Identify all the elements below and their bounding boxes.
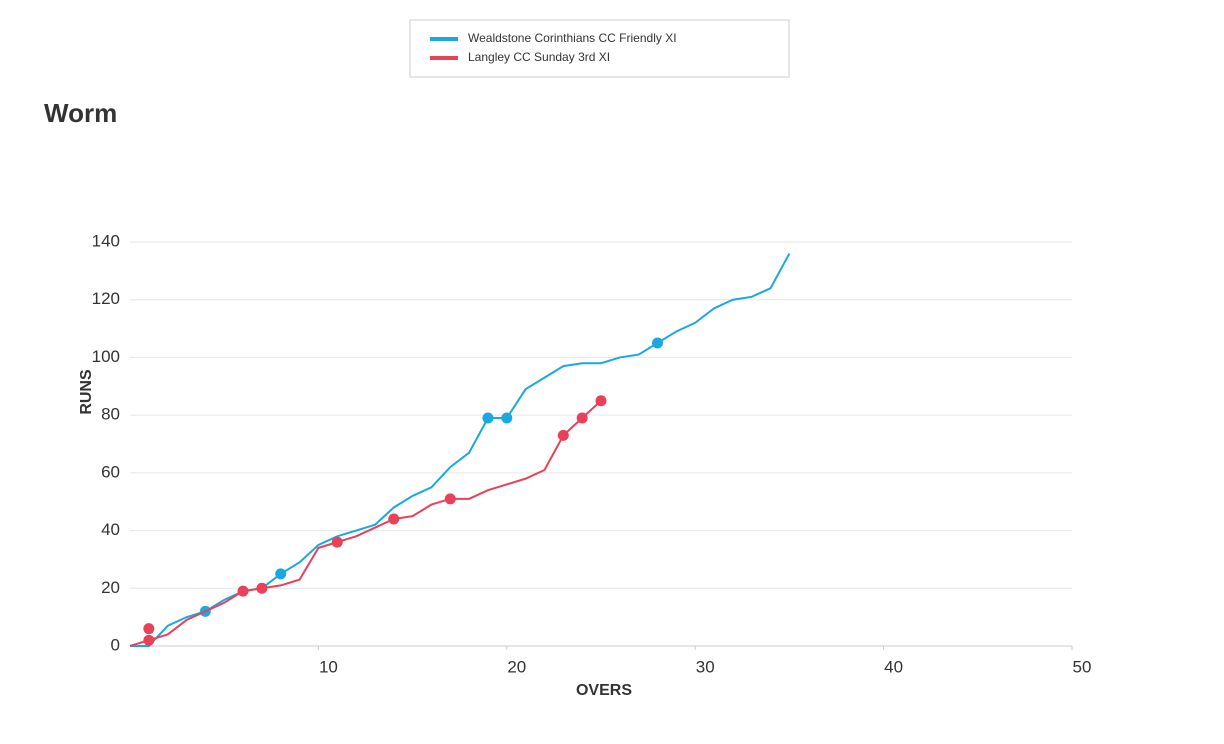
x-tick-label: 40 — [884, 657, 903, 676]
y-tick-label: 60 — [101, 462, 120, 481]
y-tick-label: 80 — [101, 405, 120, 424]
wicket-point — [482, 412, 494, 424]
y-tick-label: 20 — [101, 578, 120, 597]
wicket-point — [557, 429, 569, 441]
x-tick-label: 50 — [1073, 657, 1092, 676]
y-tick-label: 100 — [92, 347, 120, 366]
x-tick-label: 20 — [507, 657, 526, 676]
x-tick-label: 10 — [319, 657, 338, 676]
wicket-point — [388, 513, 400, 525]
wicket-point — [143, 634, 155, 646]
legend-label: Langley CC Sunday 3rd XI — [468, 50, 610, 64]
worm-line — [129, 399, 602, 647]
legend-box — [409, 19, 790, 78]
wicket-point — [143, 623, 155, 635]
wicket-point — [237, 585, 249, 597]
wicket-point — [331, 536, 343, 548]
x-tick-label: 30 — [696, 657, 715, 676]
wicket-point — [256, 582, 268, 594]
y-tick-label: 40 — [101, 520, 120, 539]
wicket-point — [576, 412, 588, 424]
y-axis-label: RUNS — [78, 369, 95, 415]
legend-label: Wealdstone Corinthians CC Friendly XI — [468, 31, 677, 45]
wicket-point — [275, 568, 287, 580]
chart-title: Worm — [44, 98, 117, 128]
y-tick-label: 0 — [111, 635, 120, 654]
wicket-point — [595, 395, 607, 407]
y-tick-label: 140 — [92, 231, 120, 250]
wicket-point — [501, 412, 513, 424]
worm-line — [130, 253, 791, 647]
y-tick-label: 120 — [92, 289, 120, 308]
wicket-point — [652, 337, 664, 349]
wicket-point — [444, 493, 456, 505]
x-axis-label: OVERS — [576, 682, 632, 699]
